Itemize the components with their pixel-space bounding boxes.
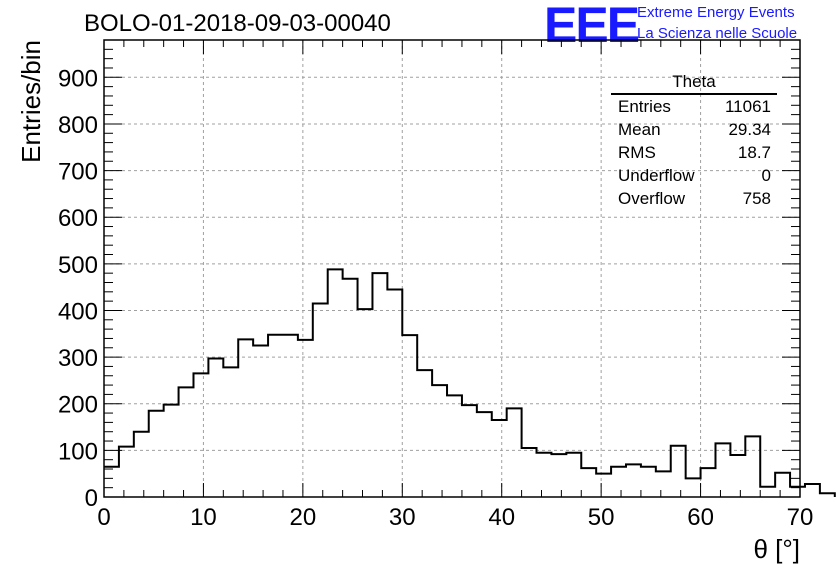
x-tick-label: 50 [588,504,615,531]
histogram-line [104,268,836,497]
logo-line-1: Extreme Energy Events [637,4,795,21]
y-tick-label: 700 [58,159,98,186]
stats-label: Mean [618,120,661,139]
stats-label: Entries [618,97,671,116]
stats-row-entries: Entries 11061 [611,95,777,118]
x-tick-label: 70 [787,504,814,531]
x-tick-label: 20 [290,504,317,531]
y-tick-label: 200 [58,392,98,419]
y-tick-label: 800 [58,112,98,139]
x-tick-label: 10 [190,504,217,531]
x-tick-label: 0 [97,504,110,531]
stats-row-mean: Mean 29.34 [611,118,777,141]
eee-logo: EEE [544,0,640,53]
stats-row-underflow: Underflow 0 [611,164,777,187]
x-tick-label: 30 [389,504,416,531]
x-tick-label: 60 [687,504,714,531]
chart-title: BOLO-01-2018-09-03-00040 [84,10,391,37]
y-tick-label: 300 [58,345,98,372]
stats-value: 18.7 [737,143,771,162]
logo-line-2: La Scienza nelle Scuole [637,25,798,42]
stats-label: Overflow [618,189,686,208]
y-tick-label: 0 [85,485,98,512]
y-tick-label: 500 [58,252,98,279]
y-tick-label: 900 [58,65,98,92]
stats-value: 11061 [724,97,771,116]
stats-row-rms: RMS 18.7 [611,141,777,164]
plot-frame [103,39,801,498]
y-axis-label: Entries/bin [16,40,46,163]
stats-label: Underflow [618,166,695,185]
x-tick-label: 40 [488,504,515,531]
stats-row-overflow: Overflow 758 [611,187,777,210]
axis-ticks [103,40,801,498]
stats-value: 29.34 [728,120,771,139]
stats-value: 758 [742,189,771,208]
stats-value: 0 [761,166,771,185]
grid-lines [104,40,800,497]
x-axis-label: θ [°] [753,534,800,564]
stats-title: Theta [611,72,777,95]
stats-label: RMS [618,143,656,162]
y-tick-label: 400 [58,298,98,325]
y-tick-label: 600 [58,205,98,232]
y-tick-label: 100 [58,438,98,465]
stats-box: Theta Entries 11061 Mean 29.34 RMS 18.7 … [611,72,777,210]
tick-labels: 0 10 20 30 40 50 60 700100200300400500600700800… [58,65,813,531]
